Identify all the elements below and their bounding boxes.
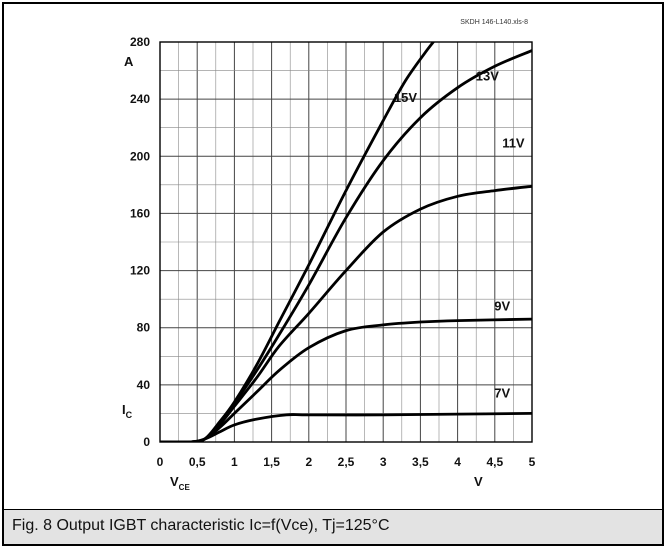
series-label-15v: 15V bbox=[394, 90, 417, 105]
y-tick-label: 120 bbox=[130, 264, 150, 278]
axes bbox=[159, 41, 533, 443]
y-tick-label: 80 bbox=[137, 321, 151, 335]
y-tick-label: 240 bbox=[130, 92, 150, 106]
series-label-9v: 9V bbox=[494, 299, 510, 314]
tick-labels: 0 0,5 1 1,5 2 2,5 3 3,5 4 4,5 5 0 40 80 120 160 200 240 28… bbox=[130, 35, 536, 469]
curves bbox=[160, 42, 532, 442]
y-axis-label: IC bbox=[122, 402, 133, 420]
x-tick-label: 0 bbox=[157, 455, 164, 469]
x-tick-label: 2,5 bbox=[338, 455, 355, 469]
x-tick-label: 2 bbox=[305, 455, 312, 469]
curve-15v bbox=[160, 42, 436, 442]
grid bbox=[159, 41, 533, 443]
series-labels: 7V 9V 11V 13V 15V bbox=[394, 69, 525, 401]
caption-bar: Fig. 8 Output IGBT characteristic Ic=f(V… bbox=[4, 509, 662, 544]
series-label-7v: 7V bbox=[494, 386, 510, 401]
x-tick-label: 4,5 bbox=[486, 455, 503, 469]
x-tick-label: 0,5 bbox=[189, 455, 206, 469]
x-unit-label: V bbox=[474, 474, 483, 489]
chart-area: 0 0,5 1 1,5 2 2,5 3 3,5 4 4,5 5 0 40 80 120 160 200 240 28… bbox=[4, 4, 662, 508]
y-tick-label: 0 bbox=[143, 435, 150, 449]
figure-caption: Fig. 8 Output IGBT characteristic Ic=f(V… bbox=[12, 517, 390, 534]
x-axis-label: VCE bbox=[170, 474, 190, 492]
series-label-11v: 11V bbox=[502, 136, 525, 151]
x-tick-label: 4 bbox=[454, 455, 461, 469]
y-unit-label: A bbox=[124, 54, 134, 69]
x-tick-label: 1 bbox=[231, 455, 238, 469]
source-label: SKDH 146-L140.xls-8 bbox=[460, 19, 528, 26]
y-tick-label: 280 bbox=[130, 35, 150, 49]
series-label-13v: 13V bbox=[476, 69, 499, 84]
y-tick-label: 40 bbox=[137, 378, 151, 392]
x-tick-label: 3 bbox=[380, 455, 387, 469]
y-tick-label: 200 bbox=[130, 149, 150, 163]
x-tick-label: 3,5 bbox=[412, 455, 429, 469]
x-tick-label: 5 bbox=[529, 455, 536, 469]
x-tick-label: 1,5 bbox=[263, 455, 280, 469]
y-tick-label: 160 bbox=[130, 206, 150, 220]
plot-border bbox=[159, 41, 533, 443]
output-characteristic-chart: 0 0,5 1 1,5 2 2,5 3 3,5 4 4,5 5 0 40 80 120 160 200 240 28… bbox=[122, 19, 536, 492]
